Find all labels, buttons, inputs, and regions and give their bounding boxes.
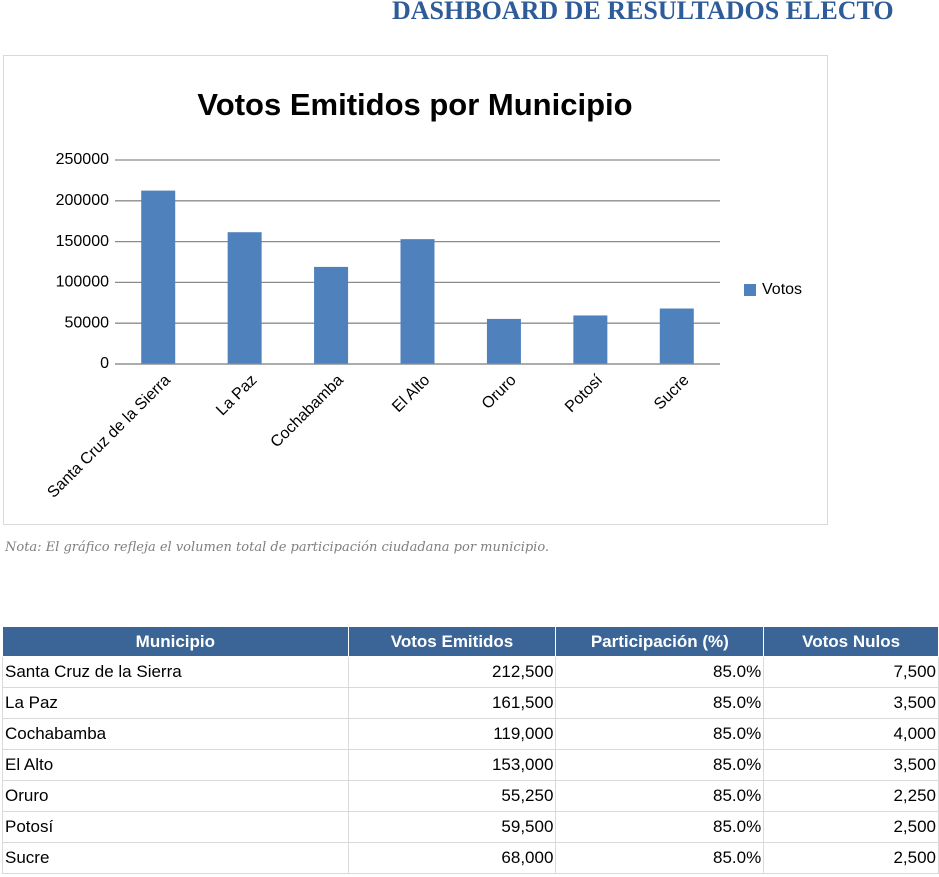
table-cell: La Paz [2, 687, 349, 719]
table-cell: 55,250 [347, 780, 557, 812]
table-cell: 161,500 [347, 687, 557, 719]
table-cell: 59,500 [347, 811, 557, 843]
table-cell: El Alto [2, 749, 349, 781]
table-row: La Paz 161,500 85.0% 3,500 [2, 687, 939, 719]
column-header: Votos Emitidos [347, 626, 557, 657]
y-tick-label: 250000 [56, 151, 109, 168]
table-cell: 85.0% [555, 656, 765, 688]
bar [659, 308, 694, 364]
table-row: Cochabamba 119,000 85.0% 4,000 [2, 718, 939, 750]
y-tick-label: 200000 [56, 192, 109, 209]
table-row: El Alto 153,000 85.0% 3,500 [2, 749, 939, 781]
table-cell: 85.0% [555, 718, 765, 750]
dashboard-title: DASHBOARD DE RESULTADOS ELECTO [392, 0, 894, 25]
table-cell: 7,500 [763, 656, 939, 688]
legend-label: Votos [762, 281, 802, 298]
chart-title: Votos Emitidos por Municipio [197, 87, 632, 122]
table-cell: Sucre [2, 842, 349, 874]
bar [486, 318, 521, 364]
data-table: Municipio Votos Emitidos Participación (%)… [2, 626, 939, 874]
bar [573, 315, 608, 364]
table-cell: Oruro [2, 780, 349, 812]
y-tick-label: 50000 [65, 314, 110, 331]
column-header: Participación (%) [555, 626, 765, 657]
bar [400, 239, 435, 364]
table-cell: 119,000 [347, 718, 557, 750]
table-row: Santa Cruz de la Sierra 212,500 85.0% 7,500 [2, 656, 939, 688]
y-tick-label: 100000 [56, 274, 109, 291]
table-row: Sucre 68,000 85.0% 2,500 [2, 842, 939, 874]
table-cell: 4,000 [763, 718, 939, 750]
table-cell: 3,500 [763, 749, 939, 781]
legend-swatch [744, 284, 756, 296]
table-cell: 85.0% [555, 811, 765, 843]
table-cell: 85.0% [555, 749, 765, 781]
chart: Votos Emitidos por Municipio 0 50000 10000… [3, 55, 828, 525]
y-tick-label: 0 [100, 355, 109, 372]
y-tick-label: 150000 [56, 233, 109, 250]
bar [227, 232, 262, 364]
table-cell: 2,250 [763, 780, 939, 812]
table-cell: 2,500 [763, 842, 939, 874]
table-cell: 85.0% [555, 687, 765, 719]
column-header: Votos Nulos [763, 626, 939, 657]
table-body: Santa Cruz de la Sierra 212,500 85.0% 7,500… [2, 656, 939, 874]
table-cell: Cochabamba [2, 718, 349, 750]
table-cell: Santa Cruz de la Sierra [2, 656, 349, 688]
table-row: Oruro 55,250 85.0% 2,250 [2, 780, 939, 812]
table-cell: 85.0% [555, 842, 765, 874]
table-cell: Potosí [2, 811, 349, 843]
table-header: Municipio Votos Emitidos Participación (%)… [2, 626, 939, 657]
table-cell: 3,500 [763, 687, 939, 719]
table-row: Potosí 59,500 85.0% 2,500 [2, 811, 939, 843]
note: Nota: El gráfico refleja el volumen tota… [5, 540, 550, 555]
table-cell: 2,500 [763, 811, 939, 843]
table-cell: 153,000 [347, 749, 557, 781]
column-header: Municipio [2, 626, 349, 657]
table-cell: 68,000 [347, 842, 557, 874]
bar [314, 266, 349, 364]
bar [141, 190, 176, 364]
table-cell: 85.0% [555, 780, 765, 812]
table-cell: 212,500 [347, 656, 557, 688]
